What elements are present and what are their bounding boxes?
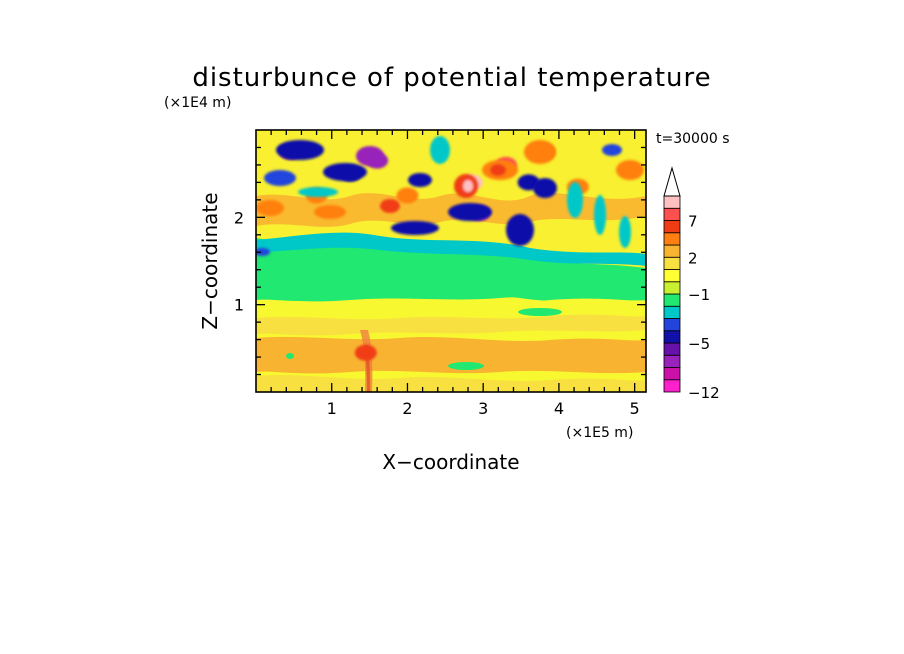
contour-patch-green [448, 362, 484, 370]
colorbar-swatch [663, 195, 681, 209]
blob-blue [276, 140, 324, 160]
x-tick-label: 2 [402, 399, 412, 418]
feature-blob [396, 187, 419, 204]
colorbar-swatch [663, 256, 681, 270]
blob-blue [506, 214, 534, 246]
blob-pink [463, 180, 473, 192]
contour-region-cyan-band [256, 232, 646, 266]
contour-region-yellow-bottom [256, 375, 646, 392]
blob-orange [524, 140, 556, 164]
colorbar-swatch [663, 305, 681, 319]
blob-orange [616, 160, 644, 180]
colorbar-swatch [663, 232, 681, 246]
blob-blue [408, 173, 432, 187]
contour-patch-green [518, 308, 562, 316]
turbulence-detail [256, 136, 644, 256]
y-axis: 12 [234, 146, 646, 376]
colorbar-tick-label: 7 [688, 213, 698, 231]
colorbar-swatch [663, 244, 681, 258]
contour-region-green-lower [256, 274, 646, 302]
contour-region-light-yellow-lower [256, 314, 646, 336]
x-tick-label: 4 [554, 399, 564, 418]
colorbar: 7 2 −1 −5 −12 [663, 166, 720, 402]
colorbar-swatch [663, 379, 681, 393]
colorbar-swatch [663, 207, 681, 221]
colorbar-swatch [663, 293, 681, 307]
contour-region-orange-lower [256, 336, 646, 374]
colorbar-swatch [663, 354, 681, 368]
blob-red [380, 199, 400, 213]
blob-blue [264, 170, 296, 186]
colorbar-swatch [663, 269, 681, 283]
colorbar-swatch [663, 330, 681, 344]
colorbar-tick-label: −5 [688, 335, 710, 353]
x-axis: 1 2 3 4 5 [270, 130, 640, 418]
blob-cyan [594, 195, 606, 235]
time-label: t=30000 s [656, 131, 730, 147]
blob-blue [391, 221, 439, 235]
blob-purple [356, 146, 384, 166]
colorbar-swatch [663, 281, 681, 295]
blob-blue [602, 144, 622, 156]
colorbar-swatch [663, 342, 681, 356]
contour-patch-green [286, 353, 294, 359]
blob-blue [323, 163, 367, 181]
feature-blob [354, 344, 377, 361]
blob-blue [533, 178, 557, 198]
blob-cyan [567, 182, 583, 218]
y-axis-label: Z−coordinate [198, 192, 222, 329]
x-tick-label: 1 [327, 399, 337, 418]
x-tick-label: 3 [478, 399, 488, 418]
colorbar-swatch [663, 318, 681, 332]
colorbar-tick-label: −1 [688, 286, 710, 304]
blob-red [490, 164, 506, 176]
plot-frame [255, 129, 647, 393]
colorbar-extend-arrow [663, 166, 681, 197]
colorbar-swatch [663, 220, 681, 234]
blob-cyan [619, 216, 631, 248]
x-tick-label: 5 [630, 399, 640, 418]
y-tick-label: 2 [234, 208, 244, 227]
blob-blue [448, 203, 492, 221]
colorbar-tick-label: 2 [688, 249, 698, 267]
blob-orange [314, 205, 346, 219]
y-tick-label: 1 [234, 296, 244, 315]
colorbar-swatch [663, 367, 681, 381]
x-axis-label: X−coordinate [382, 450, 519, 474]
x-unit-label: (×1E5 m) [566, 425, 633, 441]
chart-title: disturbunce of potential temperature [192, 63, 711, 93]
y-unit-label: (×1E4 m) [164, 95, 231, 111]
blob-orange [256, 200, 284, 216]
blob-cyan [430, 136, 450, 164]
blob-cyan [298, 187, 338, 197]
colorbar-tick-label: −12 [688, 384, 720, 402]
heatmap-field [256, 130, 646, 392]
blob-blue [256, 248, 270, 256]
